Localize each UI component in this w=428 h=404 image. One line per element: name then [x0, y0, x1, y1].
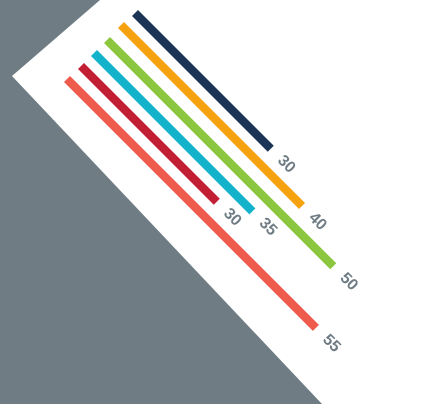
bar-1 — [131, 9, 274, 152]
bar-3 — [103, 36, 337, 270]
bar-5 — [77, 62, 220, 205]
bar-4 — [90, 49, 256, 215]
bar-2 — [117, 21, 306, 210]
background-panel — [12, 0, 428, 404]
bar-6 — [63, 75, 319, 331]
